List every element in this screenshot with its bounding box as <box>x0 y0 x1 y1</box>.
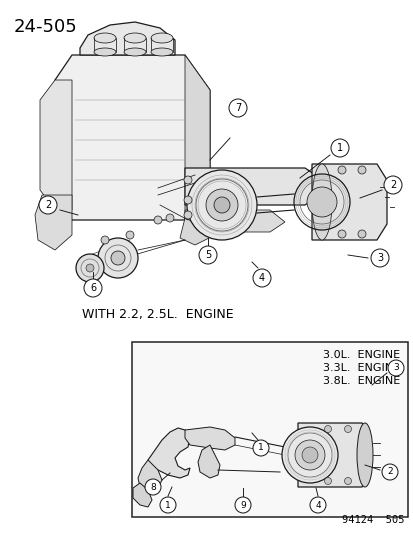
Text: 24-505: 24-505 <box>14 18 78 36</box>
Circle shape <box>387 360 403 376</box>
Text: 3.0L.  ENGINE: 3.0L. ENGINE <box>322 350 399 360</box>
Polygon shape <box>185 427 235 450</box>
Circle shape <box>214 197 230 213</box>
Circle shape <box>357 230 365 238</box>
Polygon shape <box>180 218 214 245</box>
Text: 3: 3 <box>376 253 382 263</box>
Circle shape <box>39 196 57 214</box>
Circle shape <box>126 231 134 239</box>
Text: 9: 9 <box>240 500 245 510</box>
Text: 8: 8 <box>150 482 156 491</box>
Circle shape <box>154 216 161 224</box>
Circle shape <box>206 189 237 221</box>
Text: 4: 4 <box>258 273 264 283</box>
Circle shape <box>166 214 173 222</box>
Circle shape <box>383 176 401 194</box>
Ellipse shape <box>94 48 116 56</box>
Polygon shape <box>185 210 284 232</box>
Text: 5: 5 <box>204 250 211 260</box>
Ellipse shape <box>311 164 331 240</box>
Circle shape <box>330 139 348 157</box>
Ellipse shape <box>356 423 372 487</box>
Text: 2: 2 <box>45 200 51 210</box>
Circle shape <box>306 187 336 217</box>
Circle shape <box>301 447 317 463</box>
Circle shape <box>309 497 325 513</box>
Circle shape <box>183 211 192 219</box>
Polygon shape <box>147 428 190 478</box>
Circle shape <box>344 425 351 432</box>
Circle shape <box>252 440 268 456</box>
Circle shape <box>252 269 271 287</box>
Circle shape <box>324 425 331 432</box>
Polygon shape <box>197 445 219 478</box>
Circle shape <box>381 464 397 480</box>
Text: 3.3L.  ENGINE: 3.3L. ENGINE <box>322 363 399 373</box>
Circle shape <box>111 251 125 265</box>
Circle shape <box>357 166 365 174</box>
Polygon shape <box>40 80 72 210</box>
Polygon shape <box>35 195 72 250</box>
Circle shape <box>337 230 345 238</box>
Text: 1: 1 <box>336 143 342 153</box>
Circle shape <box>183 176 192 184</box>
Circle shape <box>101 236 109 244</box>
Text: 1: 1 <box>165 500 171 510</box>
Text: 3.8L.  ENGINE: 3.8L. ENGINE <box>322 376 399 386</box>
Text: 2: 2 <box>389 180 395 190</box>
Polygon shape <box>185 168 319 205</box>
Circle shape <box>183 196 192 204</box>
Circle shape <box>187 170 256 240</box>
Text: 7: 7 <box>234 103 240 113</box>
Text: 1: 1 <box>257 443 263 453</box>
Circle shape <box>324 478 331 484</box>
Text: 6: 6 <box>90 283 96 293</box>
Circle shape <box>281 427 337 483</box>
Circle shape <box>86 264 94 272</box>
Polygon shape <box>297 423 369 487</box>
Text: 4: 4 <box>314 500 320 510</box>
Ellipse shape <box>124 48 146 56</box>
Ellipse shape <box>94 33 116 43</box>
Circle shape <box>76 254 104 282</box>
Polygon shape <box>55 55 209 220</box>
Circle shape <box>370 249 388 267</box>
Polygon shape <box>80 22 175 55</box>
Circle shape <box>84 279 102 297</box>
Text: 3: 3 <box>392 364 398 373</box>
Polygon shape <box>133 483 152 507</box>
Polygon shape <box>138 460 161 492</box>
Text: WITH 2.2, 2.5L.  ENGINE: WITH 2.2, 2.5L. ENGINE <box>82 308 233 321</box>
Circle shape <box>145 479 161 495</box>
Polygon shape <box>311 164 386 240</box>
Circle shape <box>199 246 216 264</box>
Bar <box>132 342 407 517</box>
Circle shape <box>235 497 250 513</box>
Circle shape <box>337 166 345 174</box>
Text: 2: 2 <box>386 467 392 477</box>
Text: 94124  505: 94124 505 <box>342 515 404 525</box>
Circle shape <box>159 497 176 513</box>
Ellipse shape <box>151 48 173 56</box>
Polygon shape <box>185 55 209 220</box>
Ellipse shape <box>124 33 146 43</box>
Ellipse shape <box>151 33 173 43</box>
Circle shape <box>228 99 247 117</box>
Circle shape <box>294 440 324 470</box>
Circle shape <box>98 238 138 278</box>
Circle shape <box>344 478 351 484</box>
